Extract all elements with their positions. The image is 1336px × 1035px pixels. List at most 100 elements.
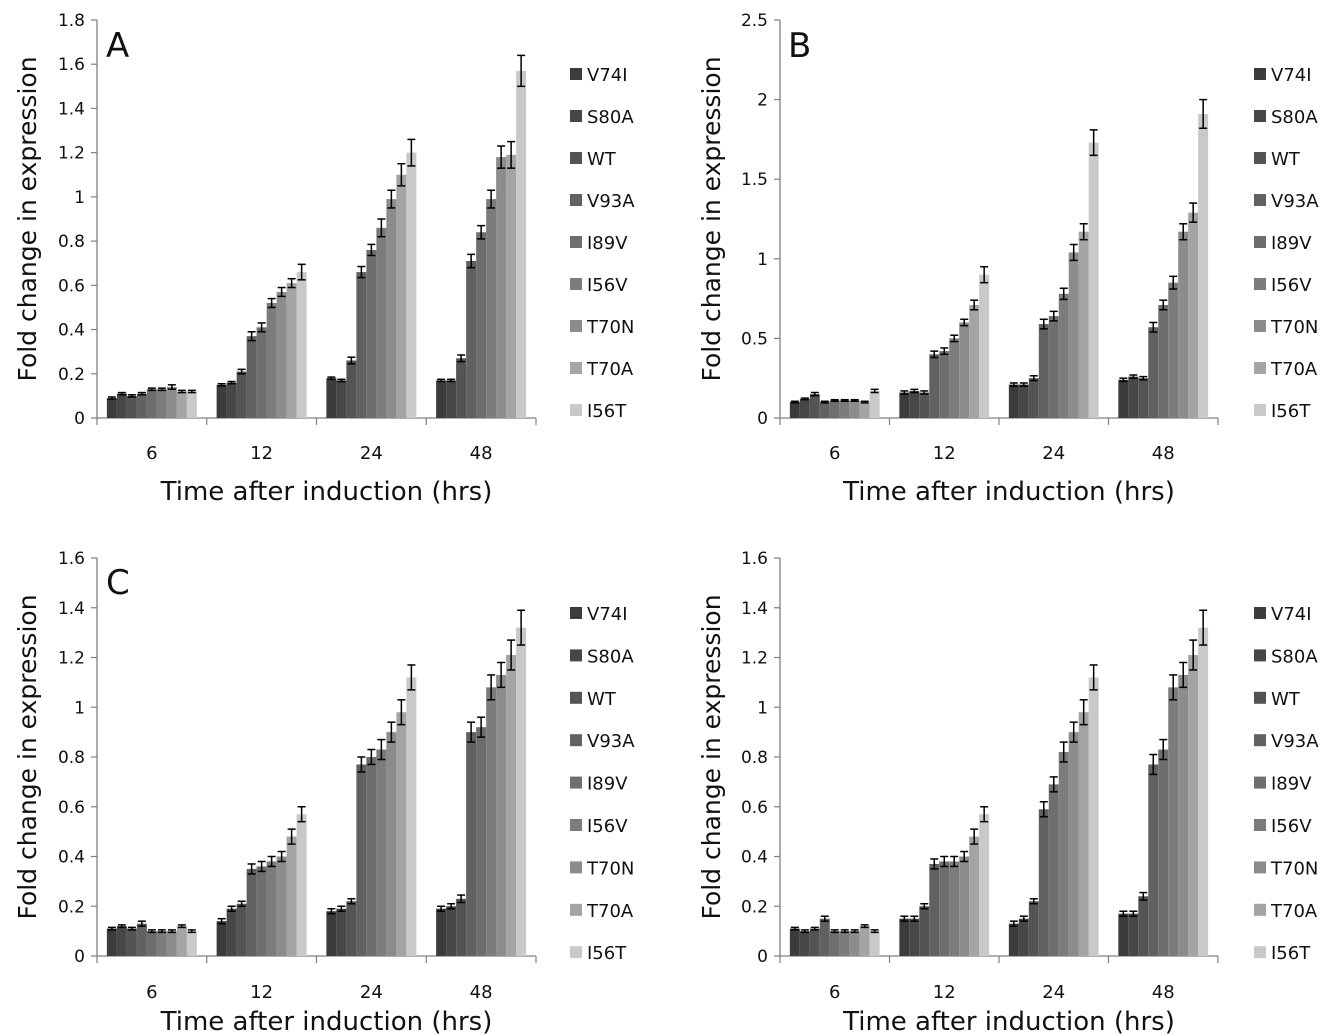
legend-swatch (1254, 320, 1266, 332)
bar (849, 931, 860, 956)
bar (226, 908, 237, 956)
bar (126, 395, 137, 418)
legend-swatch (1254, 861, 1266, 874)
legend-label: V93A (587, 191, 635, 212)
bar (456, 358, 467, 418)
panel-label: C (106, 563, 130, 603)
bar (476, 727, 487, 956)
legend-swatch (1254, 404, 1266, 416)
legend-label: WT (587, 149, 617, 170)
legend-swatch (1254, 649, 1266, 662)
bar (486, 199, 497, 418)
bar (789, 402, 800, 418)
chart-panel-2: 0 0.5 1 1.5 2 2.5 6 12 24 48 V74I S80A WT V93A I89V I56… (697, 11, 1319, 507)
bar (336, 908, 347, 956)
bar (1198, 627, 1209, 956)
legend-label: I56T (1271, 401, 1311, 422)
y-tick-label: 1.8 (58, 11, 85, 31)
bar (969, 836, 980, 956)
bar (226, 382, 237, 418)
bar (1198, 113, 1209, 418)
y-tick-label: 0 (757, 947, 768, 967)
y-tick-label: 0.2 (58, 365, 85, 385)
legend-swatch (1254, 734, 1266, 747)
y-tick-label: 0.4 (58, 321, 85, 341)
bar (1148, 764, 1159, 956)
y-tick-label: 0.5 (741, 329, 768, 349)
bar (1178, 674, 1189, 956)
bar (406, 152, 417, 418)
bar (386, 199, 397, 418)
bar (406, 677, 417, 956)
bar (336, 380, 347, 418)
bar (1088, 142, 1099, 419)
y-axis-title: Fold change in expression (697, 56, 726, 381)
bar (869, 390, 880, 418)
legend-swatch (1254, 903, 1266, 916)
y-tick-label: 1.6 (741, 549, 768, 569)
y-tick-label: 0.6 (58, 798, 85, 818)
legend-label: I56V (587, 816, 628, 837)
bar (446, 906, 457, 956)
legend-swatch (570, 278, 582, 290)
bar (1018, 384, 1029, 418)
bar (486, 687, 497, 956)
x-tick-label: 48 (1152, 982, 1175, 1003)
bar (1058, 752, 1069, 956)
y-tick-label: 1 (757, 698, 768, 718)
legend-label: V74I (587, 604, 628, 625)
legend-swatch (570, 68, 582, 80)
legend-swatch (570, 819, 582, 831)
bar (266, 303, 277, 418)
bar (979, 814, 990, 956)
bar (949, 861, 960, 956)
x-axis-title: Time after induction (hrs) (160, 1007, 493, 1035)
y-axis-title: Fold change in expression (13, 56, 42, 381)
bar (116, 393, 127, 418)
legend-swatch (570, 236, 582, 248)
bar (466, 261, 477, 418)
y-tick-label: 0.8 (58, 232, 85, 252)
bar (1148, 327, 1159, 418)
bar (136, 393, 147, 418)
bar (859, 402, 870, 418)
legend-swatch (1254, 691, 1266, 704)
bar (959, 322, 970, 418)
chart-panel-1: 0 0.2 0.4 0.6 0.8 1 1.2 1.4 1.6 1.8 6 12 24 48 V74I S80… (13, 11, 635, 507)
bar (1158, 304, 1169, 418)
legend-label: S80A (1271, 107, 1318, 128)
bar (396, 712, 407, 956)
y-tick-label: 1.4 (741, 599, 768, 619)
bar (839, 400, 850, 418)
bar (436, 908, 447, 956)
bar (799, 398, 810, 418)
bar (939, 861, 950, 956)
x-tick-label: 6 (146, 443, 157, 464)
bar (789, 928, 800, 956)
legend-swatch (570, 362, 582, 374)
x-tick-label: 24 (360, 443, 383, 464)
bar (176, 926, 187, 956)
bar (256, 866, 267, 956)
bar (106, 398, 117, 418)
bar (136, 923, 147, 956)
bar (919, 392, 930, 418)
y-tick-label: 0.4 (741, 848, 768, 868)
bar (849, 400, 860, 418)
legend-label: V74I (1271, 604, 1312, 625)
y-axis-title: Fold change in expression (697, 594, 726, 919)
bar (236, 903, 247, 956)
legend-label: I56V (1271, 816, 1312, 837)
x-tick-label: 24 (360, 982, 383, 1003)
y-tick-label: 0.6 (741, 798, 768, 818)
legend-swatch (1254, 278, 1266, 290)
y-tick-label: 0.8 (58, 748, 85, 768)
legend-swatch (1254, 607, 1266, 619)
bar (496, 157, 507, 419)
bar (819, 918, 830, 956)
x-tick-label: 6 (146, 982, 157, 1003)
legend-label: T70N (586, 858, 634, 879)
bar (829, 400, 840, 418)
legend-label: V74I (587, 65, 628, 86)
legend-label: T70N (1270, 317, 1318, 338)
